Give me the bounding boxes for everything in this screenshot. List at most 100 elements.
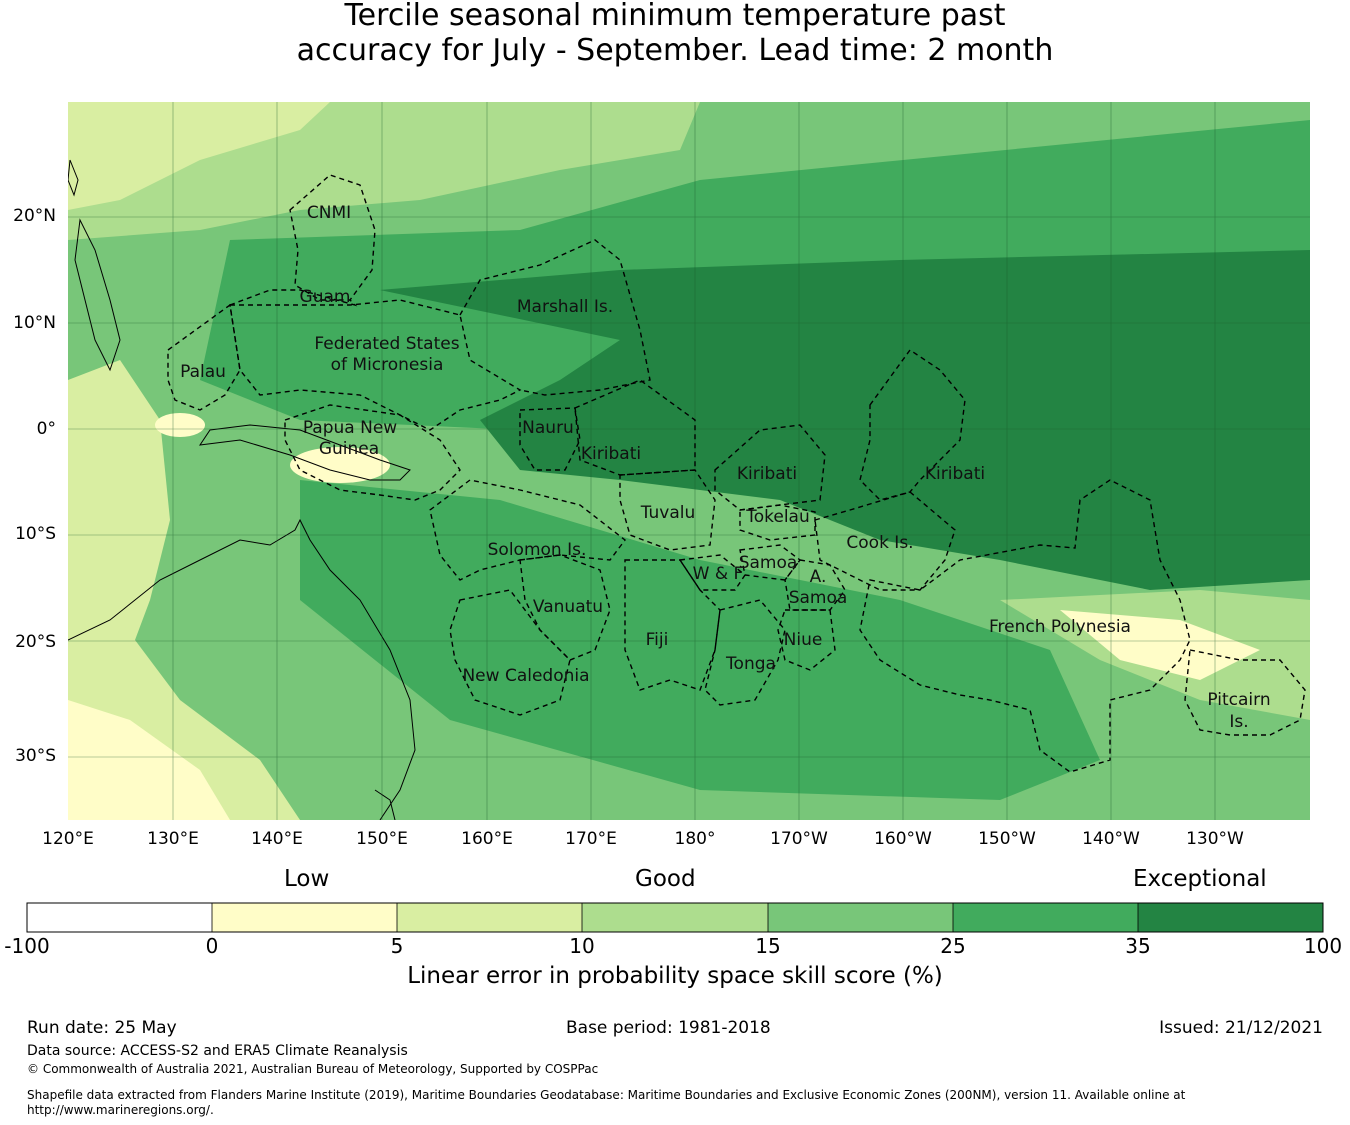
lat-label-30s: 30°S — [15, 746, 56, 766]
colorbar-category-exceptional: Exceptional — [1133, 866, 1267, 892]
label-samoa: Samoa — [739, 553, 798, 573]
lon-label-150w: 150°W — [978, 829, 1036, 849]
label-tuvalu: Tuvalu — [640, 503, 696, 523]
eez-tonga — [704, 599, 786, 706]
colorbar-tick-35: 35 — [1125, 934, 1151, 958]
colorbar-tick-5: 5 — [390, 934, 404, 958]
lon-label-120e: 120°E — [42, 829, 94, 849]
lon-label-140e: 140°E — [251, 829, 303, 849]
eez-kiribati-gilbert — [574, 379, 696, 476]
lat-label-20n: 20°N — [13, 206, 56, 226]
skill-zone-png-pale — [290, 447, 390, 483]
skill-zone-french-polynesia-pale — [1060, 610, 1260, 680]
lon-label-170w: 170°W — [770, 829, 828, 849]
colorbar-frame — [26, 902, 1324, 933]
eez-kiribati-line — [859, 349, 966, 501]
label-kiribati-3: Kiribati — [925, 464, 985, 484]
colorbar-segment-1 — [27, 903, 212, 932]
lat-label-0: 0° — [36, 419, 56, 439]
eez-marshall — [459, 239, 651, 396]
label-kiribati-2: Kiribati — [737, 464, 797, 484]
lon-label-130e: 130°E — [147, 829, 199, 849]
lon-label-150e: 150°E — [356, 829, 408, 849]
data-source: Data source: ACCESS-S2 and ERA5 Climate … — [27, 1043, 408, 1059]
label-pitcairn-2: Is. — [1229, 712, 1248, 732]
label-nauru: Nauru — [522, 418, 574, 438]
label-micronesia-1: Federated States — [314, 334, 459, 354]
label-marshall: Marshall Is. — [517, 297, 613, 317]
issued-date: Issued: 21/12/2021 — [1159, 1018, 1323, 1038]
colorbar-segment-4 — [582, 903, 768, 932]
run-date: Run date: 25 May — [27, 1018, 177, 1038]
colorbar-segment-2 — [212, 903, 397, 932]
colorbar-segment-6 — [953, 903, 1138, 932]
eez-french-polynesia — [859, 479, 1191, 773]
skill-zone-north-pale — [68, 102, 330, 210]
label-cnmi: CNMI — [307, 203, 351, 223]
label-fiji: Fiji — [646, 630, 669, 650]
eez-tokelau — [739, 504, 816, 541]
eez-new-caledonia — [449, 589, 571, 716]
label-french-polynesia: French Polynesia — [989, 617, 1131, 637]
eez-micronesia — [229, 299, 522, 431]
colorbar-tick-25: 25 — [940, 934, 966, 958]
lat-label-10s: 10°S — [15, 524, 56, 544]
label-cook: Cook Is. — [846, 533, 913, 553]
label-vanuatu: Vanuatu — [533, 597, 603, 617]
label-new-caledonia: New Caledonia — [462, 666, 589, 686]
lat-label-20s: 20°S — [15, 632, 56, 652]
lon-label-130w: 130°W — [1186, 829, 1244, 849]
eez-vanuatu — [519, 554, 611, 661]
philippines-coastline — [74, 218, 121, 372]
colorbar-axis-label: Linear error in probability space skill … — [407, 963, 943, 989]
colorbar-segment-7 — [1138, 903, 1323, 932]
eez-cnmi — [289, 174, 376, 301]
label-kiribati-1: Kiribati — [581, 444, 641, 464]
colorbar-category-good: Good — [635, 866, 696, 892]
label-guam: Guam — [300, 287, 351, 307]
colorbar-tick-15: 15 — [755, 934, 781, 958]
lon-label-170e: 170°E — [565, 829, 617, 849]
skill-zone-south-medium — [300, 480, 1100, 800]
lon-label-160w: 160°W — [874, 829, 932, 849]
base-period: Base period: 1981-2018 — [566, 1018, 771, 1038]
colorbar-tick-10: 10 — [569, 934, 595, 958]
lat-label-10n: 10°N — [13, 313, 56, 333]
label-tokelau: Tokelau — [745, 507, 810, 527]
shapefile-credit-line1: Shapefile data extracted from Flanders M… — [27, 1088, 1186, 1102]
label-pitcairn-1: Pitcairn — [1207, 690, 1270, 710]
label-png-2: Guinea — [319, 439, 379, 459]
colorbar-tick-0: 0 — [205, 934, 219, 958]
eez-pitcairn — [1184, 649, 1306, 736]
map-title-line1: Tercile seasonal minimum temperature pas… — [344, 0, 1006, 33]
graticule — [68, 102, 1310, 820]
eez-png — [284, 404, 461, 501]
eez-solomon — [429, 479, 626, 581]
skill-zone-equator-pale — [155, 413, 205, 437]
colorbar — [26, 902, 1324, 933]
label-png-1: Papua New — [303, 418, 397, 438]
shapefile-credit-line2: http://www.marineregions.org/. — [27, 1103, 214, 1117]
label-tonga: Tonga — [725, 654, 776, 674]
label-micronesia-2: of Micronesia — [331, 355, 444, 375]
colorbar-tick-neg100: -100 — [4, 934, 50, 958]
lon-label-180: 180° — [674, 829, 716, 849]
copyright: © Commonwealth of Australia 2021, Austra… — [27, 1062, 599, 1076]
map-title-line2: accuracy for July - September. Lead time… — [296, 33, 1054, 68]
eez-cook — [814, 491, 956, 591]
eez-palau — [167, 303, 241, 411]
lon-label-160e: 160°E — [461, 829, 513, 849]
label-solomon: Solomon Is. — [488, 540, 587, 560]
new-zealand-coastline — [374, 789, 396, 820]
eez-guam — [229, 289, 358, 307]
label-american-samoa-2: Samoa — [789, 588, 848, 608]
eez-tuvalu — [619, 469, 716, 551]
colorbar-tick-100: 100 — [1303, 934, 1343, 958]
colorbar-dividers — [211, 903, 1139, 932]
label-wallis-futuna: W & F — [693, 564, 744, 584]
taiwan-coastline — [68, 159, 79, 197]
label-american-samoa-1: A. — [810, 567, 827, 587]
eez-kiribati-phoenix — [714, 424, 826, 511]
eez-wallis-futuna — [678, 554, 746, 591]
colorbar-category-low: Low — [284, 866, 330, 892]
